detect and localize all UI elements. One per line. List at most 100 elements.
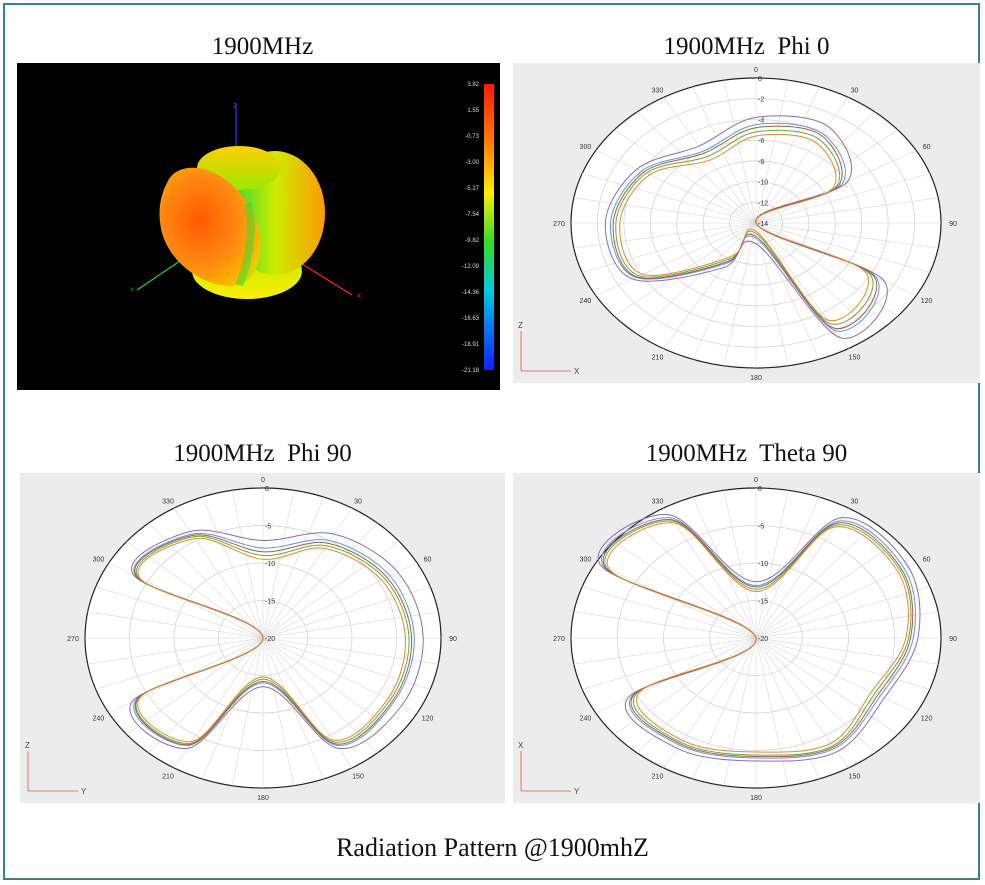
polar-angle-tick-label: 60	[923, 144, 931, 151]
polar-grid-spoke	[755, 507, 849, 639]
polar-series-line	[619, 133, 869, 322]
polar-angle-tick-label: 270	[553, 221, 565, 228]
colorbar-tick-label: -7.54	[465, 212, 479, 218]
polar-angle-tick-label: 240	[93, 716, 105, 723]
polar-grid-spoke	[87, 637, 264, 665]
polar-grid-spoke	[755, 222, 820, 360]
lobe-seam	[235, 201, 255, 287]
polar-grid-spoke	[755, 637, 898, 735]
polar-series-line	[610, 122, 880, 332]
chart-title-theta90: 1900MHz Theta 90	[645, 440, 848, 467]
polar-grid-spoke	[636, 111, 757, 224]
polar-grid-spoke	[173, 637, 264, 769]
polar-angle-tick-label: 0	[754, 67, 758, 74]
surface-3d-plot: 3.82 1.55 -0.73 -3.00 -5.27 -7.54 -9.82 -12.09 -…	[130, 82, 494, 374]
polar-grid-spoke	[755, 80, 789, 224]
polar-grid-spoke	[582, 222, 757, 273]
polar-grid-spoke	[262, 637, 295, 786]
axis-indicator-label: Y	[574, 787, 580, 796]
polar-grid-spoke	[595, 562, 757, 639]
polar-grid-spoke	[755, 86, 820, 224]
polar-grid-spoke	[262, 637, 400, 735]
main-lobe	[159, 167, 261, 286]
polar-grid-spoke	[755, 222, 917, 296]
polar-grid-spoke	[755, 490, 789, 639]
polar-angle-tick-label: 60	[923, 557, 931, 564]
polar-radial-tick-label: -8	[758, 159, 764, 166]
polar-grid-spoke	[692, 222, 757, 360]
polar-radial-tick-label: -12	[758, 200, 768, 207]
polar-grid-spoke	[95, 637, 264, 690]
polar-grid-spoke	[755, 637, 930, 690]
polar-radial-tick-label: -14	[758, 221, 768, 228]
polar-grid-spoke	[614, 541, 757, 639]
figure-caption: Radiation Pattern @1900mhZ	[336, 833, 649, 862]
polar-grid-spoke	[87, 611, 264, 639]
chart-title-3d: 1900MHz	[211, 33, 314, 60]
polar-grid-spoke	[755, 562, 917, 639]
polar-grid-spoke	[262, 507, 353, 639]
polar-radial-tick-label: -6	[758, 138, 764, 145]
polar-grid-spoke	[573, 222, 757, 249]
polar-angle-tick-label: 300	[580, 557, 592, 564]
colorbar-tick-label: -14.36	[462, 290, 480, 296]
polar-grid-spoke	[755, 637, 876, 754]
axis-indicator-label: Z	[518, 321, 523, 330]
polar-grid-spoke	[723, 222, 757, 366]
polar-grid-spoke	[262, 637, 418, 714]
colorbar-tick-label: -16.63	[462, 316, 480, 322]
axis-label-3d: Z	[233, 104, 237, 110]
polar-grid-spoke	[262, 637, 353, 769]
polar-angle-tick-label: 240	[580, 298, 592, 305]
polar-grid-spoke	[231, 490, 264, 639]
polar-angle-tick-label: 180	[257, 795, 269, 802]
polar-grid-spoke	[582, 586, 757, 639]
polar-grid-spoke	[262, 637, 325, 780]
axis-indicator-label: Y	[81, 787, 87, 796]
polar-angle-tick-label: 180	[750, 795, 762, 802]
colorbar-tick-label: -18.91	[462, 342, 480, 348]
polar-radial-tick-label: 0	[265, 486, 269, 493]
polar-grid-spoke	[262, 637, 431, 690]
polar-series-line	[612, 125, 878, 330]
polar-grid-spoke	[595, 222, 757, 296]
chart-title-phi90: 1900MHz Phi 90	[173, 440, 352, 467]
colorbar-tick-label: -12.09	[462, 264, 480, 270]
polar-angle-tick-label: 270	[553, 636, 565, 643]
polar-angle-tick-label: 210	[652, 774, 664, 781]
polar-grid-spoke	[108, 562, 264, 639]
polar-grid-spoke	[262, 522, 378, 639]
polar-grid-spoke	[755, 541, 898, 639]
polar-angle-tick-label: 330	[652, 498, 664, 505]
polar-angle-tick-label: 270	[67, 636, 79, 643]
colorbar-tick-label: -9.82	[465, 238, 479, 244]
polar-radial-tick-label: -15	[758, 599, 768, 606]
axis-indicator-label: X	[518, 741, 524, 750]
polar-grid-spoke	[614, 222, 757, 317]
polar-grid-spoke	[755, 97, 849, 224]
polar-grid-spoke	[663, 637, 757, 769]
polar-angle-tick-label: 300	[580, 144, 592, 151]
polar-angle-tick-label: 30	[354, 498, 362, 505]
polar-angle-tick-label: 120	[422, 716, 434, 723]
polar-angle-tick-label: 120	[921, 298, 933, 305]
colorbar-tick-label: -5.27	[465, 186, 479, 192]
polar-grid-spoke	[755, 637, 939, 665]
colorbar-tick-label: -3.00	[465, 160, 479, 166]
polar-angle-tick-label: 0	[754, 477, 758, 484]
polar-grid-spoke	[755, 586, 930, 639]
polar-grid-spoke	[614, 129, 757, 224]
polar-radial-tick-label: -15	[265, 599, 275, 606]
polar-grid-spoke	[231, 637, 264, 786]
polar-angle-tick-label: 210	[652, 354, 664, 361]
polar-grid-spoke	[262, 490, 295, 639]
surface-3d-panel: 3.82 1.55 -0.73 -3.00 -5.27 -7.54 -9.82 -12.09 -…	[17, 63, 500, 390]
polar-plot-phi0: 0 30 60 90 120 150 180 210 240 270 300 330 0 -2 -4 -6 -8…	[518, 67, 957, 382]
polar-grid-spoke	[582, 637, 757, 690]
axis-label-3d: X	[357, 294, 361, 300]
polar-angle-tick-label: 120	[921, 716, 933, 723]
polar-grid-spoke	[573, 637, 757, 665]
polar-grid-spoke	[262, 637, 439, 665]
polar-angle-tick-label: 240	[580, 716, 592, 723]
polar-grid-spoke	[201, 496, 264, 639]
